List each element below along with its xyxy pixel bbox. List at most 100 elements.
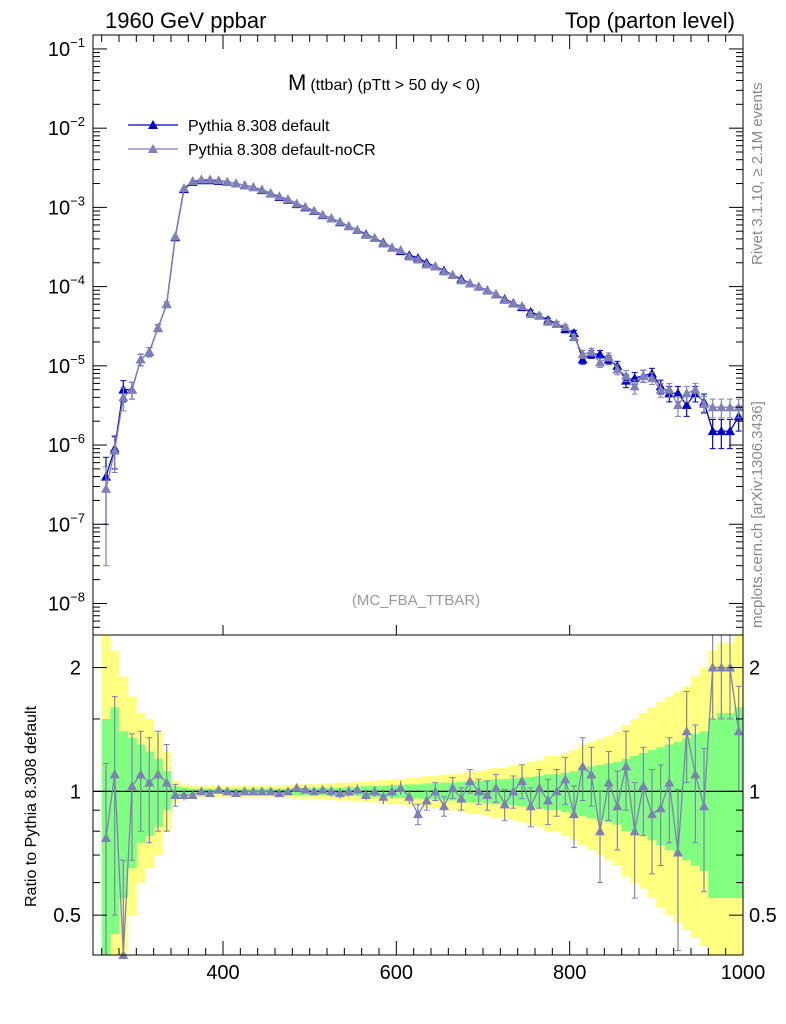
data-point <box>395 244 406 254</box>
x-tick-label: 800 <box>553 962 586 984</box>
ratio-point <box>170 789 181 799</box>
data-point <box>447 270 458 280</box>
y-tick-label: 10−1 <box>48 35 85 61</box>
ratio-point <box>508 786 519 796</box>
series-default-nocr <box>101 174 744 567</box>
ratio-point <box>499 799 510 809</box>
ratio-point <box>707 662 718 672</box>
data-point <box>205 174 215 184</box>
data-point <box>274 191 285 201</box>
ratio-point <box>144 777 155 787</box>
data-point <box>248 182 259 192</box>
ratio-point <box>439 801 449 811</box>
series-line <box>105 178 739 489</box>
data-point <box>638 370 649 380</box>
ratio-point <box>655 803 666 813</box>
data-point <box>317 209 328 219</box>
data-point <box>629 381 640 391</box>
ratio-point <box>109 769 120 779</box>
ratio-point <box>447 782 458 792</box>
data-point <box>170 231 181 241</box>
data-point <box>378 238 389 248</box>
ratio-point <box>612 801 623 811</box>
data-point <box>482 285 493 295</box>
header-right: Top (parton level) <box>565 8 735 33</box>
ratio-band-green <box>708 718 718 899</box>
ratio-band-green <box>119 731 129 899</box>
data-point <box>725 426 735 436</box>
ratio-point <box>690 769 701 779</box>
data-point <box>560 321 571 331</box>
ratio-point <box>482 789 493 799</box>
data-point <box>673 388 683 398</box>
ratio-point <box>525 801 536 811</box>
legend-label: Pythia 8.308 default-noCR <box>188 142 376 159</box>
data-point <box>595 357 605 367</box>
data-point <box>612 364 623 374</box>
y-tick-label-base: 10 <box>48 356 70 378</box>
data-point <box>699 398 709 408</box>
y-tick-label-base: 10 <box>48 593 70 615</box>
data-point <box>421 259 432 269</box>
header-left: 1960 GeV ppbar <box>105 8 266 33</box>
data-point <box>473 281 484 291</box>
ratio-point <box>560 774 571 784</box>
data-point <box>352 224 363 234</box>
ratio-plot-panel: 0.5 0.5 1 1 2 2 400 600 800 1000 <box>53 35 777 984</box>
ratio-point <box>603 777 614 787</box>
data-point <box>725 402 735 412</box>
y-tick-label: 10−6 <box>48 431 85 457</box>
ratio-point <box>543 795 553 805</box>
data-point <box>300 201 311 211</box>
y-tick-label-exponent: −4 <box>70 273 85 288</box>
side-label-mcplots: mcplots.cern.ch [arXiv:1306.3436] <box>749 401 766 628</box>
data-point <box>534 310 545 320</box>
y-tick-label-base: 10 <box>48 514 70 536</box>
ratio-band-green <box>734 707 744 899</box>
y-tick-label: 10−5 <box>48 352 85 378</box>
data-point <box>673 400 683 410</box>
data-point <box>508 298 519 308</box>
data-point <box>595 349 605 359</box>
y-tick-label: 10−3 <box>48 193 85 219</box>
ratio-point <box>231 788 241 798</box>
data-point <box>343 221 354 231</box>
data-point <box>586 346 597 356</box>
ratio-point <box>257 786 267 796</box>
ratio-point <box>395 782 406 792</box>
ratio-point <box>343 786 354 796</box>
plot-title: M (ttbar) (pTtt > 50 dy < 0) <box>288 70 480 95</box>
ratio-point <box>248 786 259 796</box>
ratio-point <box>361 789 371 799</box>
main-y-ticks: 10−810−710−610−510−410−310−210−1 <box>48 35 743 636</box>
data-point <box>187 176 198 186</box>
data-point <box>465 278 475 288</box>
ratio-point <box>629 826 640 836</box>
ratio-point <box>404 791 415 801</box>
data-point <box>603 351 614 361</box>
main-plot-marks <box>101 174 744 567</box>
main-plot-panel: 10−810−710−610−510−410−310−210−1 M (ttbar… <box>48 34 744 636</box>
data-point <box>326 213 337 223</box>
data-point <box>430 261 441 271</box>
data-point <box>144 346 155 356</box>
ratio-point <box>291 782 302 792</box>
y-tick-label-exponent: −2 <box>70 114 85 129</box>
y-tick-label-exponent: −8 <box>70 589 85 604</box>
data-point <box>283 194 293 204</box>
y-tick-label: 10−8 <box>48 589 85 615</box>
data-point <box>707 426 718 436</box>
ratio-point <box>638 781 649 791</box>
ratio-point <box>101 833 111 843</box>
ratio-point <box>265 786 276 796</box>
ratio-point <box>196 786 207 796</box>
ratio-point <box>127 781 137 791</box>
data-point <box>577 349 588 359</box>
ratio-tick-label: 2 <box>70 658 81 680</box>
data-point <box>621 370 631 380</box>
ratio-point <box>699 801 709 811</box>
data-point <box>716 426 727 436</box>
data-point <box>135 354 146 364</box>
data-point <box>681 388 692 398</box>
